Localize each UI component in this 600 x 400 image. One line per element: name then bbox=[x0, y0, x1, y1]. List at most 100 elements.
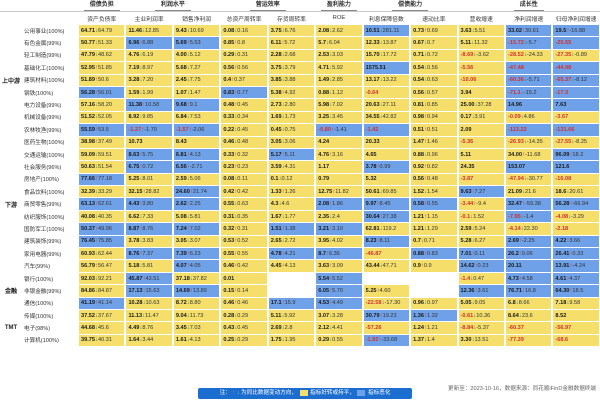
prior-value: 0.23 bbox=[477, 263, 489, 270]
arrow-down-icon: ↓ bbox=[281, 163, 285, 170]
arrow-down-icon: ↓ bbox=[186, 89, 190, 96]
prior-value: 0.55 bbox=[237, 250, 249, 257]
industry-label[interactable]: 银行(100%) bbox=[22, 271, 79, 286]
column-header-8[interactable]: 营收增速 bbox=[457, 11, 505, 25]
prior-value: 49.96 bbox=[98, 225, 112, 232]
metric-cell: -17.3 bbox=[552, 85, 600, 100]
industry-label[interactable]: 交通运输(100%) bbox=[22, 147, 79, 162]
industry-label[interactable]: 公用事业(100%) bbox=[22, 23, 79, 38]
current-value: 44.68 bbox=[81, 325, 95, 332]
prior-value: -11.68 bbox=[524, 151, 541, 158]
arrow-down-icon: ↓ bbox=[139, 213, 143, 220]
prior-value: 9.1 bbox=[189, 102, 198, 109]
prior-value: 40.35 bbox=[98, 213, 112, 220]
arrow-down-icon: ↓ bbox=[329, 52, 333, 59]
current-value: 52.95 bbox=[81, 64, 95, 71]
table-row: 轻工制造(99%) 47.79↓48.62 4.76↓6.19 4.00↓5.12 0.… bbox=[0, 48, 600, 63]
column-header-6[interactable]: 利息保障倍数 bbox=[362, 11, 411, 25]
metric-cell: 2.69↓2.8 bbox=[267, 321, 317, 335]
metric-cell: 0.92↑0.82 bbox=[410, 160, 459, 174]
prior-value: 4.13 bbox=[189, 337, 201, 344]
current-value: 8.7 bbox=[318, 250, 326, 257]
metric-cell: -0.09↓4.86 bbox=[504, 110, 554, 125]
metric-cell: 6.56↑-2.71 bbox=[172, 160, 222, 174]
current-value: 5.11 bbox=[460, 40, 472, 47]
industry-label[interactable]: 医药生物(100%) bbox=[22, 135, 79, 149]
metric-cell: 0.55↓0.63 bbox=[220, 197, 269, 211]
column-header-7[interactable]: 速动比率 bbox=[410, 11, 458, 25]
table-row: 商贸零售(99%) 63.13↑62.61 4.43↑3.80 2.62↑2.25 0.… bbox=[0, 197, 600, 211]
column-header-9[interactable]: 净利润增速 bbox=[504, 11, 553, 25]
column-header-2[interactable]: 销售净利润 bbox=[172, 11, 221, 25]
current-value: 7.01 bbox=[460, 250, 472, 257]
current-value: 47.79 bbox=[81, 52, 95, 59]
industry-label[interactable]: 轻工制造(99%) bbox=[22, 48, 79, 63]
prior-value: 1.77 bbox=[284, 213, 296, 220]
arrow-down-icon: ↓ bbox=[423, 151, 427, 158]
prior-value: 5.92 bbox=[332, 64, 343, 71]
legend-arrow-text: 为同比数据变动方向 bbox=[241, 390, 292, 396]
industry-label[interactable]: 非银金融(99%) bbox=[22, 284, 79, 298]
prior-value: 1.95 bbox=[284, 337, 296, 344]
metric-cell: -65.37↓-8.12 bbox=[552, 73, 600, 87]
industry-label[interactable]: 机械设备(99%) bbox=[22, 110, 79, 125]
industry-label[interactable]: 有色金属(99%) bbox=[22, 36, 79, 50]
prior-value: 51.85 bbox=[98, 64, 112, 71]
column-header-1[interactable]: 主业利润率 bbox=[125, 11, 173, 25]
current-value: 2.08 bbox=[318, 27, 330, 34]
industry-label[interactable]: 家用电器(99%) bbox=[22, 247, 79, 261]
prior-value: 4.02 bbox=[332, 238, 343, 245]
prior-value: 9.05 bbox=[474, 300, 486, 307]
column-header-0[interactable]: 资产负债率 bbox=[78, 11, 126, 25]
arrow-down-icon: ↓ bbox=[95, 163, 98, 170]
arrow-down-icon: ↓ bbox=[281, 114, 285, 121]
metric-cell: 5.68↓7.27 bbox=[172, 61, 222, 75]
column-header-5[interactable]: ROE bbox=[315, 11, 363, 25]
industry-label[interactable]: 电子(98%) bbox=[22, 321, 79, 335]
industry-label[interactable]: 食品饮料(100%) bbox=[22, 185, 79, 199]
prior-value: 23.6 bbox=[521, 312, 533, 319]
metric-cell: 3.30↓13.51 bbox=[457, 333, 506, 348]
industry-label[interactable]: 电力设备(99%) bbox=[22, 98, 79, 112]
current-value: -15.72 bbox=[507, 40, 524, 47]
current-value: 0.81 bbox=[413, 102, 424, 109]
current-value: 0.08 bbox=[223, 176, 235, 183]
industry-label[interactable]: 商贸零售(99%) bbox=[22, 197, 79, 211]
industry-label[interactable]: 计算机(100%) bbox=[22, 333, 79, 348]
arrow-up-icon: ↑ bbox=[186, 250, 190, 257]
arrow-down-icon: ↓ bbox=[329, 238, 333, 245]
industry-label[interactable]: 建筑材料(100%) bbox=[22, 73, 79, 87]
metric-cell: 56.28↑-66.94 bbox=[552, 197, 600, 211]
industry-label[interactable]: 通信(100%) bbox=[22, 296, 79, 311]
metric-cell: 8.23↑8.11 bbox=[362, 234, 412, 249]
column-header-10[interactable]: 归母净利润增速 bbox=[552, 11, 600, 25]
industry-label[interactable]: 纺织服饰(100%) bbox=[22, 209, 79, 224]
industry-label[interactable]: 建筑装饰(99%) bbox=[22, 234, 79, 249]
arrow-up-icon: ↑ bbox=[234, 300, 238, 307]
industry-label[interactable]: 房地产(100%) bbox=[22, 172, 79, 187]
current-value: 2.69 bbox=[270, 325, 282, 332]
prior-value: 0.82 bbox=[426, 163, 438, 170]
industry-label[interactable]: 基础化工(100%) bbox=[22, 61, 79, 75]
metric-group-label: 营运效率 bbox=[249, 1, 286, 11]
industry-label[interactable]: 社会服务(96%) bbox=[22, 160, 79, 174]
table-row: 钢铁(100%) 56.28↑56.01 1.59↓1.99 1.07↓1.47 0.8… bbox=[0, 85, 600, 100]
prior-value: 20.61 bbox=[569, 188, 584, 195]
current-value: 6.8 bbox=[507, 300, 516, 307]
current-value: 2.08 bbox=[318, 201, 330, 208]
industry-label[interactable]: 农林牧渔(99%) bbox=[22, 123, 79, 137]
metric-cell: 32.39↓33.29 bbox=[78, 185, 127, 199]
industry-label[interactable]: 国防军工(100%) bbox=[22, 222, 79, 236]
prior-value: 1.52 bbox=[473, 213, 485, 220]
arrow-down-icon: ↓ bbox=[379, 225, 383, 232]
arrow-down-icon: ↓ bbox=[281, 238, 285, 245]
column-header-3[interactable]: 总资产周转率 bbox=[220, 11, 268, 25]
current-value: 153.07 bbox=[507, 163, 526, 170]
industry-label[interactable]: 钢铁(100%) bbox=[22, 85, 79, 100]
metric-cell: 1.17 bbox=[315, 160, 364, 174]
arrow-down-icon: ↓ bbox=[189, 275, 193, 282]
industry-label[interactable]: 汽车(99%) bbox=[22, 259, 79, 273]
column-header-4[interactable]: 存货周转率 bbox=[267, 11, 316, 25]
current-value: 7.63 bbox=[555, 102, 567, 109]
industry-label[interactable]: 传媒(100%) bbox=[22, 308, 79, 323]
